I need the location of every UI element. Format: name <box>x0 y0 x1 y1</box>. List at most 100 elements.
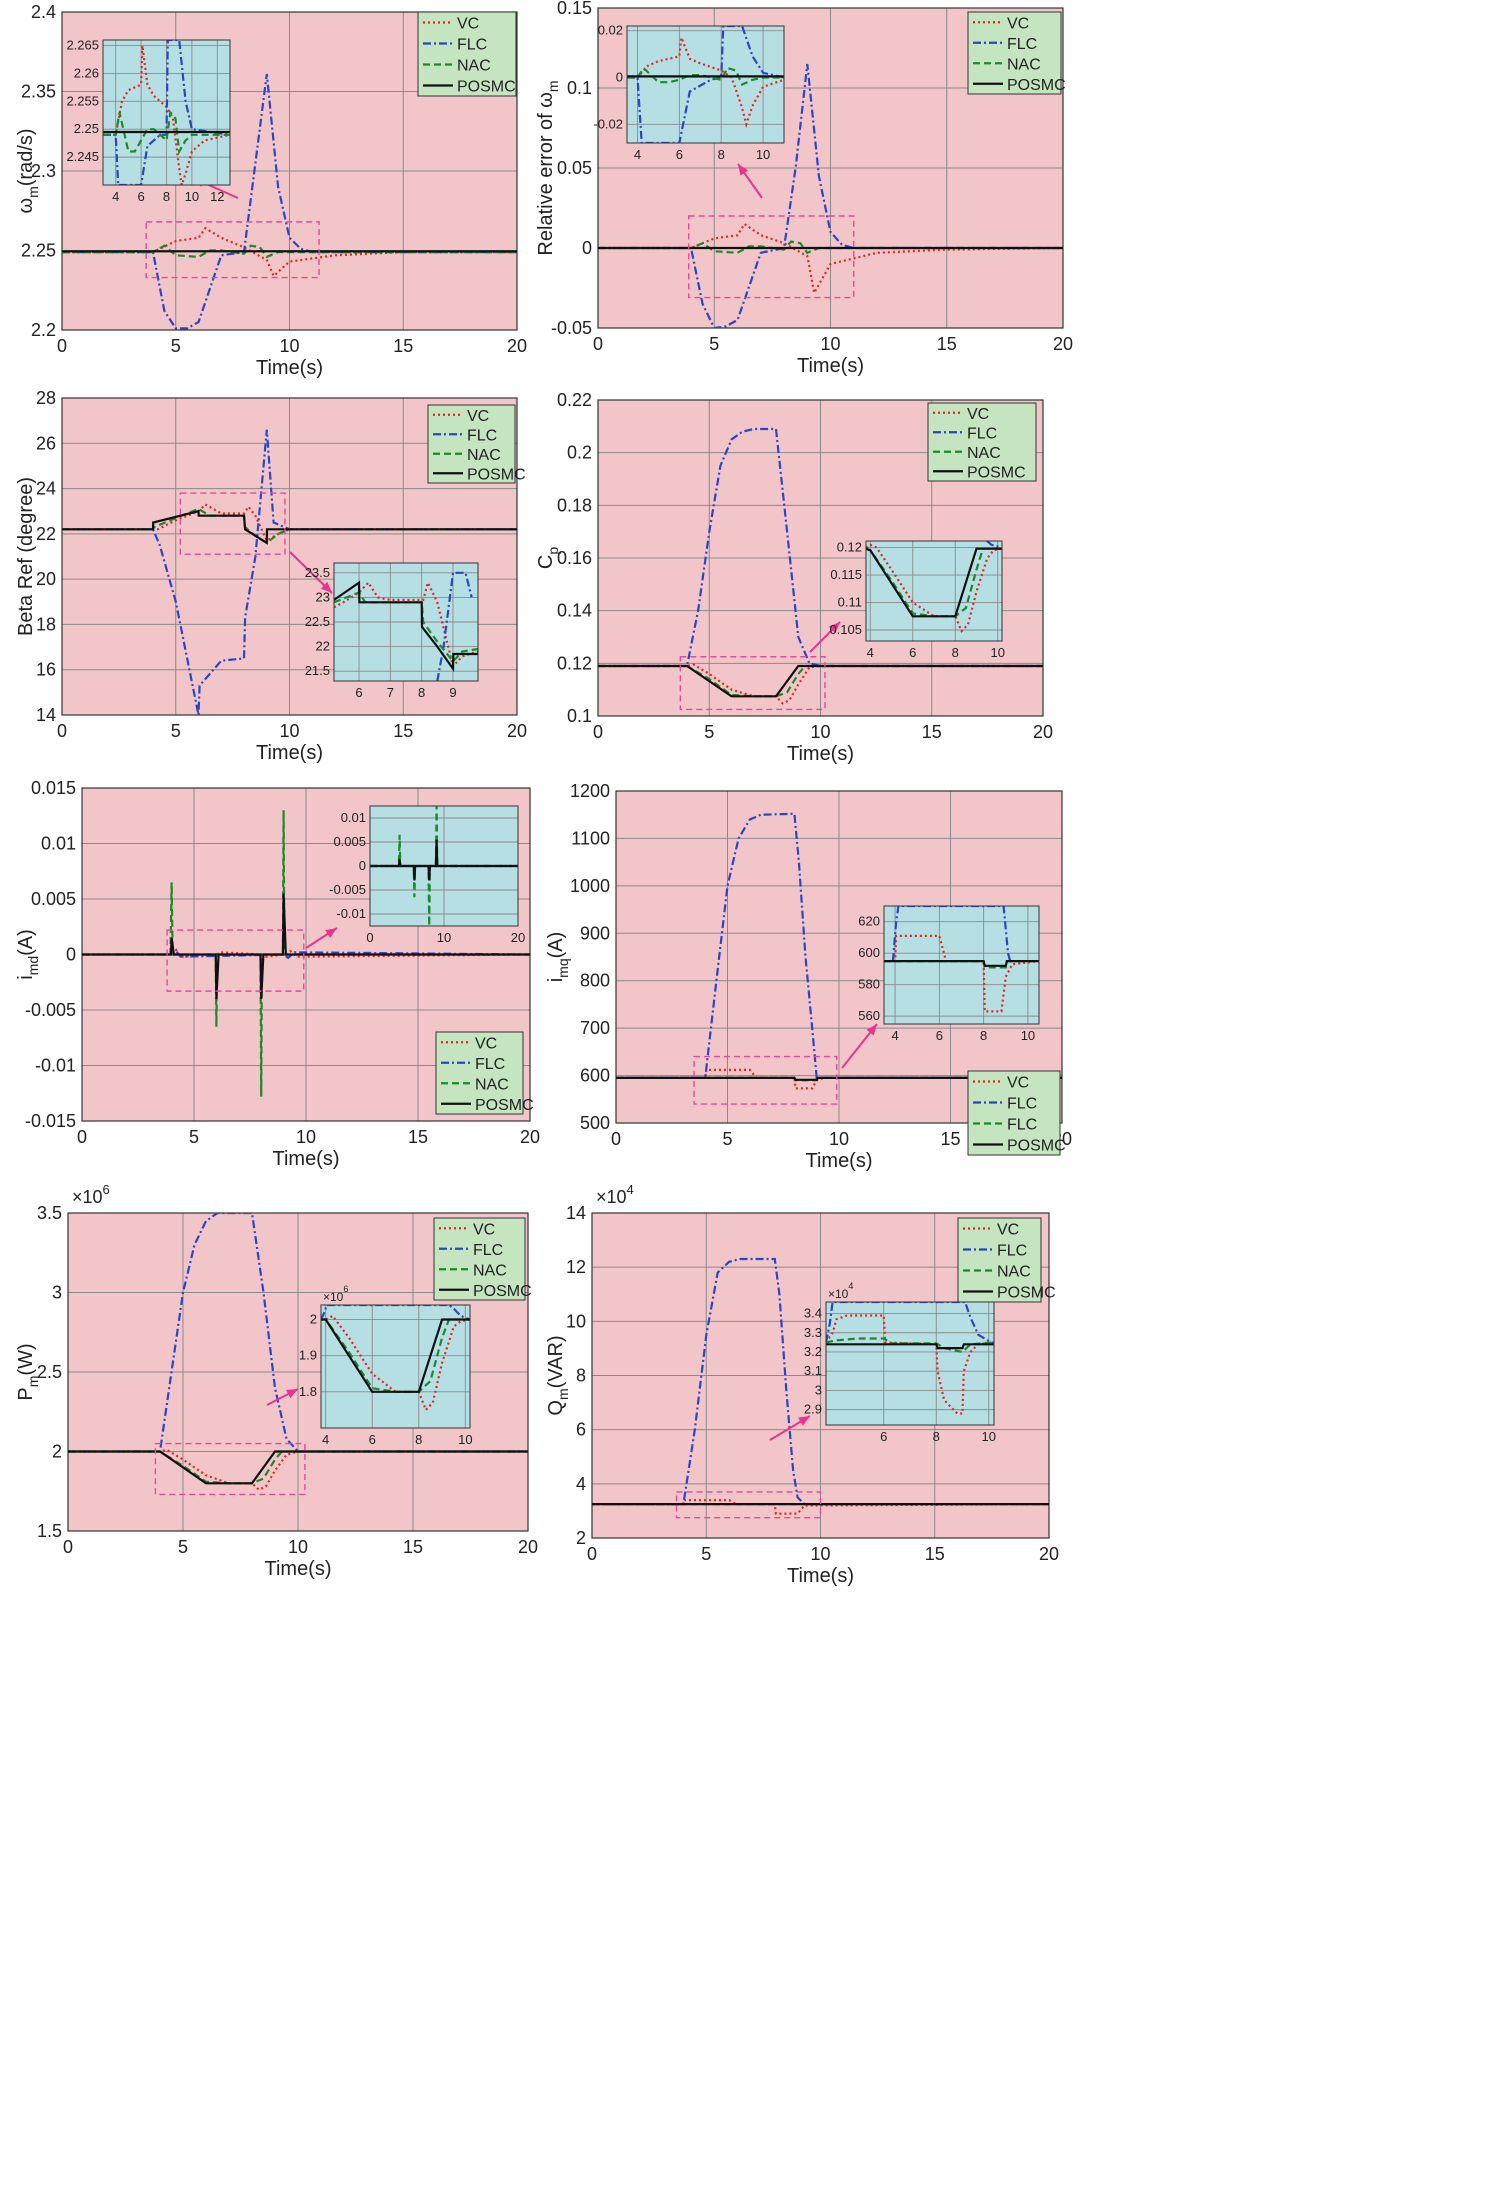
inset-series-nac <box>627 66 784 86</box>
chart-panel-7: 0 5 10 15 20 1.5 2 2.5 3 3.5 Time(s) Pm(W) ×106 4 6 8 10… <box>15 1182 538 1580</box>
legend-box <box>957 1217 1042 1303</box>
inset-frame <box>320 1304 471 1429</box>
inset-frame <box>825 1301 995 1426</box>
legend-box <box>433 1217 526 1301</box>
y-tick-label: 2.4 <box>31 2 56 22</box>
y-tick-label: 2.5 <box>37 1362 62 1382</box>
inset-y-tick-label: 600 <box>858 945 880 960</box>
y-axis-label: Qm(VAR) <box>545 1335 571 1415</box>
plot-frame <box>597 7 1064 329</box>
inset-y-tick-label: 2.9 <box>804 1402 822 1417</box>
inset-x-tick-label: 4 <box>867 645 874 660</box>
inset-y-tick-label: 3 <box>815 1382 822 1397</box>
inset-frame <box>333 562 479 682</box>
y-tick-label: 10 <box>566 1311 586 1331</box>
zoom-region-box <box>693 1055 838 1105</box>
x-tick-label: 5 <box>171 336 181 356</box>
y-exponent-label: ×106 <box>72 1182 110 1207</box>
legend-label: POSMC <box>1007 77 1066 94</box>
plot-frame <box>67 1212 529 1532</box>
x-tick-label: 20 <box>1039 1544 1059 1564</box>
inset-series-flc <box>986 541 1002 549</box>
x-tick-label: 20 <box>507 336 527 356</box>
legend: VC FLC NAC POSMC <box>433 1217 532 1301</box>
legend-label: NAC <box>967 445 1001 462</box>
y-tick-label: 2.25 <box>21 241 56 261</box>
y-tick-label: 1000 <box>570 876 610 896</box>
inset-x-tick-label: 4 <box>891 1028 898 1043</box>
inset-plot-area <box>883 905 1040 1025</box>
inset-x-tick-label: 10 <box>1021 1028 1035 1043</box>
x-tick-label: 0 <box>593 722 603 742</box>
zoom-region-box <box>679 656 826 711</box>
inset-y-tick-label: 2 <box>310 1311 317 1326</box>
x-tick-label: 20 <box>1053 334 1073 354</box>
legend-label: POSMC <box>997 1285 1056 1302</box>
inset-series-nac <box>103 110 230 155</box>
chart-panel-3: 0 5 10 15 20 14 16 18 20 22 24 26 28 Time(s) Beta Ref … <box>15 388 527 764</box>
y-tick-label: 2.2 <box>31 320 56 340</box>
inset-y-tick-label: 0.115 <box>830 567 862 582</box>
inset-y-tick-label: 1.8 <box>299 1384 317 1399</box>
inset-y-tick-label: 0.005 <box>333 834 366 849</box>
legend-label: VC <box>997 1222 1019 1239</box>
legend-label: NAC <box>1007 56 1041 73</box>
inset-y-tick-label: 2.25 <box>74 121 99 136</box>
legend-label: POSMC <box>967 464 1026 481</box>
zoom-arrow-head <box>798 1416 810 1426</box>
x-tick-label: 0 <box>57 721 67 741</box>
legend-label: NAC <box>457 58 491 75</box>
x-tick-label: 20 <box>1033 722 1053 742</box>
inset-frame <box>102 39 231 186</box>
legend-box <box>427 404 516 484</box>
y-tick-label: 0.05 <box>557 158 592 178</box>
legend-label: VC <box>457 16 479 33</box>
x-tick-label: 15 <box>393 721 413 741</box>
legend-label: VC <box>473 1221 495 1238</box>
y-tick-label: 3 <box>52 1283 62 1303</box>
inset-chart: 0 10 20 -0.01 -0.005 0 0.005 0.01 <box>329 805 525 945</box>
y-axis-label: Relative error of ωm <box>535 80 561 255</box>
x-tick-label: 15 <box>408 1127 428 1147</box>
y-tick-label: 0.005 <box>31 889 76 909</box>
inset-y-tick-label: -0.02 <box>593 116 623 131</box>
inset-y-tick-label: -0.005 <box>329 882 366 897</box>
inset-chart: 4 6 8 10 0.105 0.11 0.115 0.12 <box>829 540 1005 660</box>
legend: VC FLC NAC POSMC <box>427 404 526 484</box>
inset-series-flc <box>103 40 230 185</box>
x-tick-label: 5 <box>722 1129 732 1149</box>
inset-y-tick-label: 2.265 <box>66 38 99 53</box>
legend-label: VC <box>1007 15 1029 32</box>
legend: VC FLC NAC POSMC <box>967 11 1066 95</box>
inset-x-tick-label: 6 <box>355 685 362 700</box>
legend-box <box>967 11 1062 95</box>
y-tick-label: 14 <box>566 1203 586 1223</box>
x-tick-label: 0 <box>593 334 603 354</box>
legend-box <box>417 11 517 97</box>
y-tick-label: 0.22 <box>557 390 592 410</box>
zoom-region-box <box>179 492 286 555</box>
chart-panel-2: 0 5 10 15 20-0.0500.050.10.15Time(s)Relative… <box>535 0 1073 377</box>
y-tick-label: 22 <box>36 524 56 544</box>
y-tick-label: 12 <box>566 1257 586 1277</box>
y-tick-label: -0.01 <box>35 1056 76 1076</box>
x-axis-label: Time(s) <box>272 1148 339 1170</box>
x-tick-label: 10 <box>829 1129 849 1149</box>
y-tick-label: 0.16 <box>557 548 592 568</box>
y-tick-label: 0 <box>582 238 592 258</box>
y-tick-label: 0.12 <box>557 653 592 673</box>
inset-series-posmc <box>866 547 1002 618</box>
y-tick-label: 600 <box>580 1066 610 1086</box>
x-tick-label: 10 <box>810 1544 830 1564</box>
inset-x-tick-label: 8 <box>952 645 959 660</box>
inset-x-tick-label: 6 <box>137 189 144 204</box>
inset-y-tick-label: 0.01 <box>341 810 366 825</box>
legend-label: FLC <box>473 1242 503 1259</box>
inset-y-tick-label: 0.02 <box>598 23 623 38</box>
inset-y-tick-label: 3.4 <box>804 1306 822 1321</box>
inset-x-tick-label: 8 <box>980 1028 987 1043</box>
inset-x-tick-label: 6 <box>369 1432 376 1447</box>
inset-y-tick-label: 22 <box>316 639 330 654</box>
legend-label: NAC <box>467 447 501 464</box>
